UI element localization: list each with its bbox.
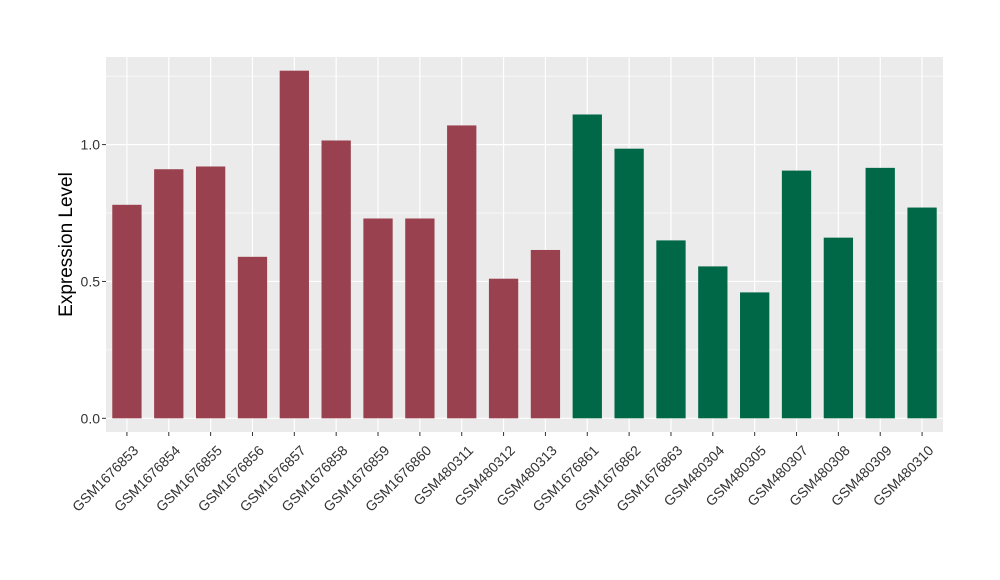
x-axis: GSM1676853GSM1676854GSM1676855GSM1676856…	[69, 432, 937, 515]
bar-GSM1676859	[363, 218, 393, 419]
bars	[112, 70, 937, 419]
bar-GSM480309	[865, 167, 895, 419]
bar-GSM1676861	[572, 114, 602, 419]
bar-GSM480308	[823, 237, 854, 419]
bar-GSM1676857	[279, 70, 309, 419]
y-tick-label: 0.0	[81, 410, 101, 426]
bar-GSM480310	[907, 207, 937, 419]
bar-GSM480311	[447, 125, 477, 419]
plot-panel	[106, 57, 943, 432]
bar-GSM480313	[530, 249, 561, 419]
y-axis: 0.0 0.5 1.0	[81, 137, 106, 426]
y-tick-label: 0.5	[81, 273, 101, 289]
bar-GSM1676854	[154, 169, 184, 419]
bar-GSM1676855	[195, 166, 226, 419]
y-axis-title: Expression Level	[56, 172, 77, 317]
bar-GSM1676863	[656, 240, 686, 419]
bar-GSM480312	[488, 278, 519, 419]
bar-GSM1676858	[321, 140, 351, 419]
bar-GSM1676853	[112, 204, 142, 419]
bar-GSM1676856	[237, 256, 268, 419]
bar-GSM480307	[781, 170, 812, 419]
bar-GSM480305	[740, 292, 770, 419]
bar-GSM480304	[698, 266, 728, 419]
bar-GSM1676862	[614, 148, 644, 419]
y-tick-label: 1.0	[81, 137, 101, 153]
bar-GSM1676860	[405, 218, 435, 419]
